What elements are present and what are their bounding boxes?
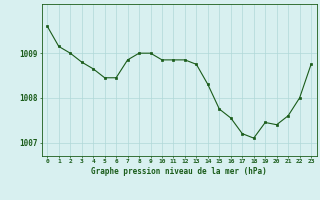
X-axis label: Graphe pression niveau de la mer (hPa): Graphe pression niveau de la mer (hPa) <box>91 167 267 176</box>
